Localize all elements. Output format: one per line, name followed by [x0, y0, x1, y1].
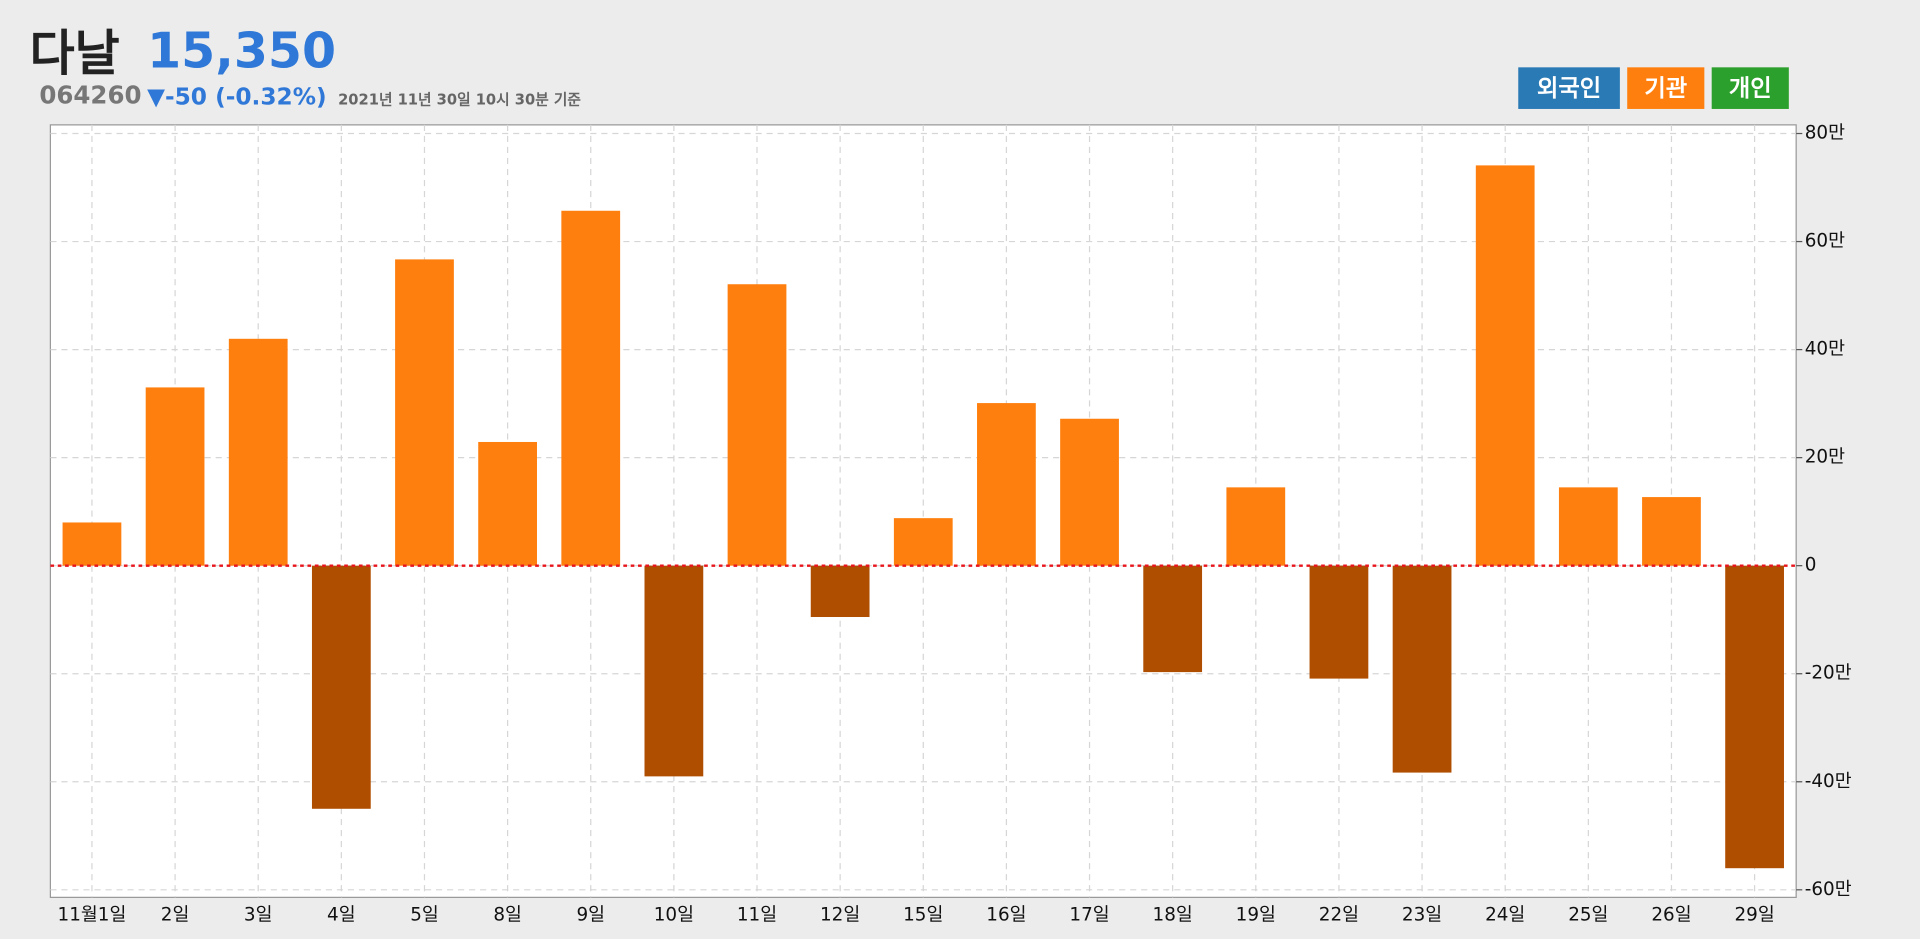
toggle-label[interactable]: 개인: [1729, 75, 1772, 102]
bar: [810, 565, 870, 618]
x-tick-label: 9일: [576, 905, 605, 926]
toggle-button[interactable]: [1711, 67, 1789, 109]
x-tick-label: 2일: [161, 905, 190, 926]
y-tick-label: -20만: [1805, 663, 1852, 684]
bar: [1309, 565, 1369, 679]
x-tick-label: 15일: [903, 905, 943, 926]
x-tick-label: 11월1일: [58, 905, 127, 926]
bar: [1475, 165, 1535, 566]
stock-code: 064260: [39, 81, 141, 110]
x-tick-label: 19일: [1236, 905, 1276, 926]
toggle-label[interactable]: 외국인: [1537, 75, 1601, 102]
toggle-label[interactable]: 기관: [1644, 75, 1687, 102]
x-tick-label: 23일: [1402, 905, 1442, 926]
bar: [1226, 487, 1286, 566]
bar: [395, 259, 454, 566]
bar: [1642, 497, 1701, 566]
y-tick-label: 20만: [1805, 447, 1845, 468]
y-tick-label: 0: [1805, 555, 1817, 576]
x-tick-label: 25일: [1568, 905, 1608, 926]
x-tick-label: 12일: [820, 905, 860, 926]
bar: [311, 565, 371, 809]
x-tick-label: 16일: [986, 905, 1026, 926]
bar: [561, 210, 621, 566]
toggle-button[interactable]: [1518, 67, 1620, 109]
bar: [1392, 565, 1452, 773]
bar: [1558, 487, 1618, 566]
y-tick-label: -40만: [1805, 771, 1852, 792]
bar: [727, 284, 787, 566]
y-tick-label: 60만: [1805, 231, 1845, 252]
x-tick-label: 24일: [1485, 905, 1525, 926]
x-tick-label: 3일: [244, 905, 273, 926]
bar: [977, 403, 1036, 566]
x-tick-label: 11일: [737, 905, 777, 926]
y-tick-label: 40만: [1805, 339, 1845, 360]
x-tick-label: 4일: [327, 905, 356, 926]
bar: [1725, 565, 1784, 869]
y-tick-label: -60만: [1805, 879, 1852, 900]
bar: [644, 565, 704, 777]
bar: [1143, 565, 1203, 673]
x-tick-label: 22일: [1319, 905, 1359, 926]
x-tick-label: 18일: [1153, 905, 1193, 926]
bar: [478, 441, 537, 566]
x-tick-label: 10일: [654, 905, 694, 926]
stock-price: 15,350: [147, 22, 336, 79]
toggle-button[interactable]: [1627, 67, 1705, 109]
x-tick-label: 8일: [493, 905, 522, 926]
x-tick-label: 17일: [1069, 905, 1109, 926]
x-tick-label: 29일: [1734, 905, 1774, 926]
timestamp: 2021년 11년 30일 10시 30분 기준: [338, 91, 581, 108]
bar: [893, 518, 953, 566]
bar: [228, 338, 288, 566]
x-tick-label: 5일: [410, 905, 439, 926]
x-tick-label: 26일: [1651, 905, 1691, 926]
bar: [145, 387, 205, 566]
y-tick-label: 80만: [1805, 123, 1845, 144]
price-change: ▼-50 (-0.32%): [147, 83, 327, 110]
bar: [62, 522, 122, 566]
stock-name: 다날: [30, 25, 120, 82]
bar: [1060, 418, 1119, 566]
